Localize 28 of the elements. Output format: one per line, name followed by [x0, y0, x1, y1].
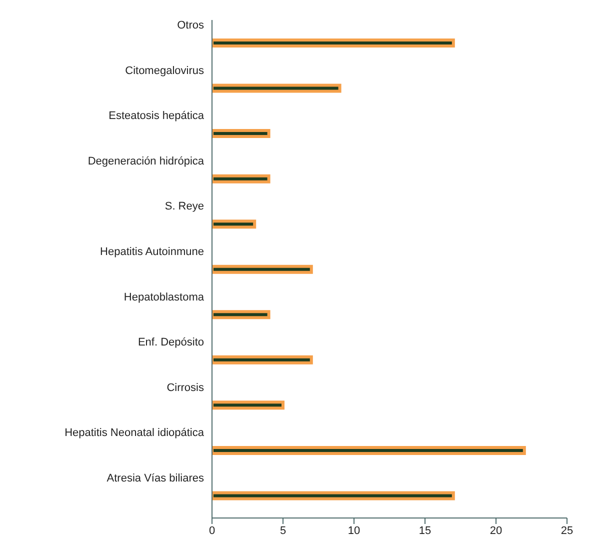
- bar: [212, 174, 270, 184]
- y-tick-label: Enf. Depósito: [138, 336, 204, 349]
- y-tick-label: Hepatitis Autoinmune: [100, 246, 204, 258]
- y-tick-label: S. Reye: [164, 200, 204, 213]
- y-tick-label: Hepatoblastoma: [124, 291, 205, 304]
- bar: [212, 355, 313, 364]
- x-tick-label: 10: [348, 524, 360, 537]
- bar: [212, 129, 270, 138]
- y-tick-label: Hepatitis Neonatal idiopática: [64, 427, 205, 440]
- bar: [212, 220, 256, 229]
- bar: [212, 264, 313, 274]
- x-tick-label: 20: [490, 524, 502, 537]
- y-tick-label: Esteatosis hepática: [108, 110, 205, 122]
- bar: [212, 400, 284, 410]
- bar: [212, 491, 455, 500]
- x-tick-label: 0: [208, 524, 216, 537]
- x-tick-label: 5: [280, 524, 286, 537]
- bar: [212, 84, 342, 93]
- y-tick-label: Degeneración hidrópica: [88, 155, 205, 168]
- bar: [212, 38, 455, 48]
- y-tick-label: Otros: [177, 20, 204, 32]
- y-tick-label: Citomegalovirus: [125, 64, 204, 77]
- y-tick-label: Cirrosis: [166, 382, 204, 394]
- y-tick-label: Atresia Vías biliares: [106, 472, 204, 484]
- bar: [212, 446, 526, 455]
- bar: [212, 310, 270, 320]
- x-tick-label: 15: [418, 524, 432, 537]
- x-tick-label: 25: [560, 524, 574, 537]
